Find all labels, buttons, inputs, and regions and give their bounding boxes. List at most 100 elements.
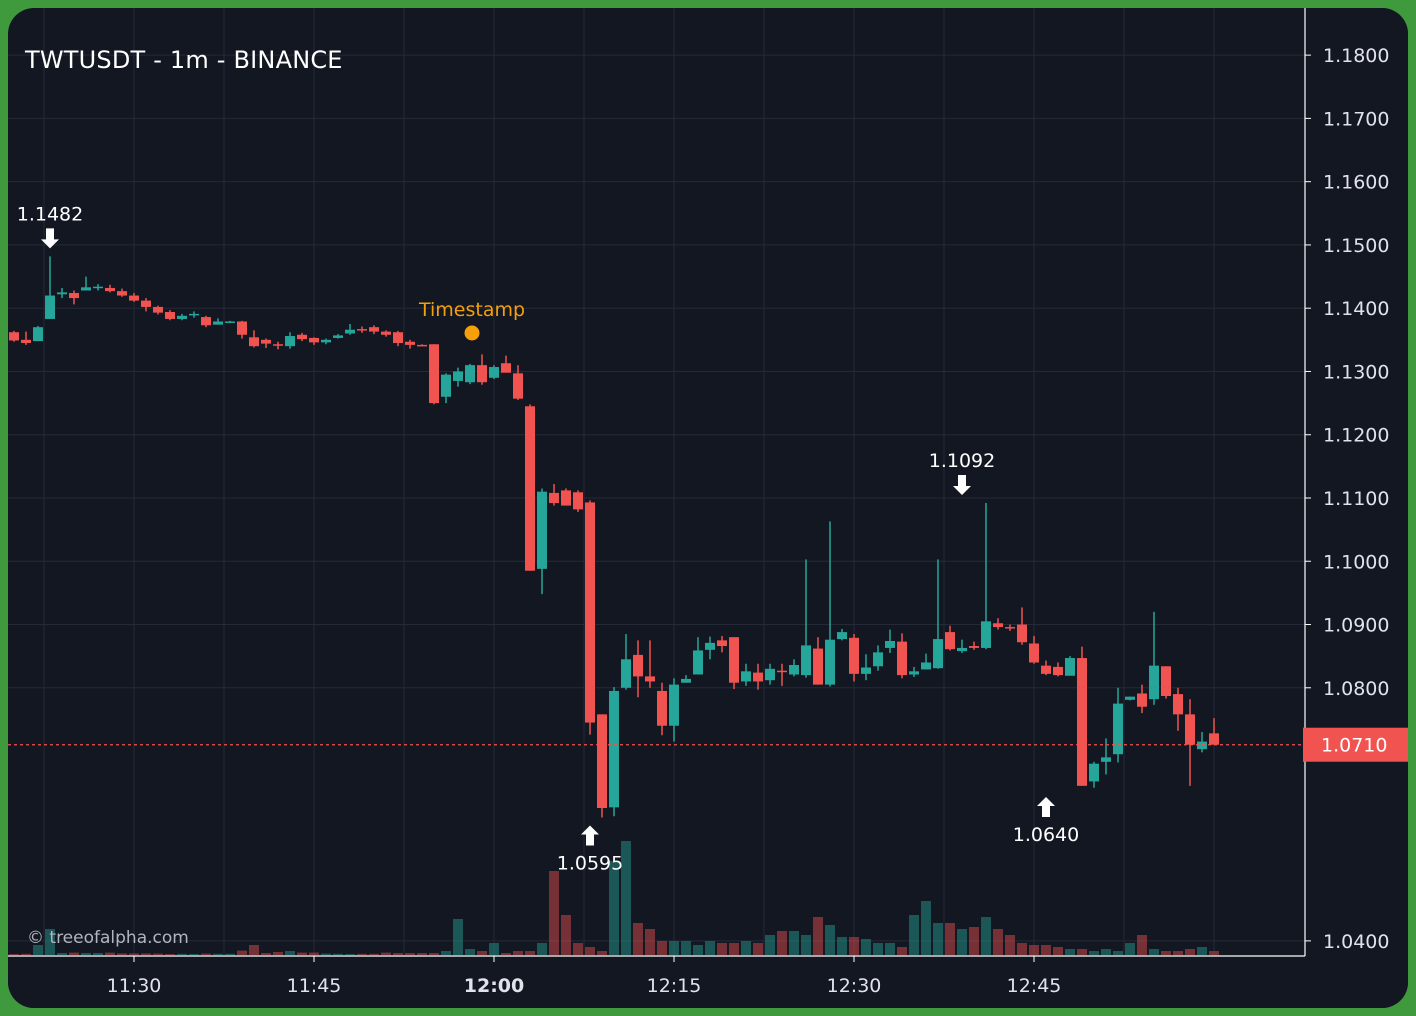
candle[interactable] xyxy=(1113,687,1123,763)
candle[interactable] xyxy=(777,663,787,686)
candle[interactable] xyxy=(753,663,763,690)
candle[interactable] xyxy=(633,640,643,698)
candle[interactable] xyxy=(321,338,331,345)
candle[interactable] xyxy=(81,276,91,291)
candle[interactable] xyxy=(57,287,67,299)
candle[interactable] xyxy=(153,305,163,315)
candle[interactable] xyxy=(765,663,775,685)
candle[interactable] xyxy=(609,687,619,817)
candle[interactable] xyxy=(477,354,487,385)
candle[interactable] xyxy=(201,315,211,328)
candle[interactable] xyxy=(1197,732,1207,753)
candle[interactable] xyxy=(741,663,751,686)
candle[interactable] xyxy=(177,313,187,321)
candle[interactable] xyxy=(993,618,1003,630)
candle[interactable] xyxy=(1077,646,1087,786)
candle[interactable] xyxy=(141,298,151,312)
candle[interactable] xyxy=(129,293,139,302)
candle[interactable] xyxy=(33,325,43,342)
candle[interactable] xyxy=(1185,699,1195,786)
price-axis[interactable]: 1.1800 1.1700 1.1600 1.1500 1.1400 1.1300 1.12… xyxy=(1303,8,1408,1008)
candle[interactable] xyxy=(441,373,451,404)
candle[interactable] xyxy=(813,637,823,685)
time-axis[interactable]: 11:30 11:45 12:00 12:15 12:30 12:45 xyxy=(8,955,1408,1008)
candle[interactable] xyxy=(693,637,703,675)
candle[interactable] xyxy=(957,639,967,653)
candle[interactable] xyxy=(1161,666,1171,699)
candle[interactable] xyxy=(1149,611,1159,705)
candle[interactable] xyxy=(273,341,283,350)
candle[interactable] xyxy=(1125,696,1135,701)
candle[interactable] xyxy=(45,256,55,319)
candle[interactable] xyxy=(1089,761,1099,788)
candle[interactable] xyxy=(489,365,499,380)
candle[interactable] xyxy=(393,330,403,347)
candle[interactable] xyxy=(861,654,871,681)
candle[interactable] xyxy=(1101,738,1111,775)
candle[interactable] xyxy=(537,488,547,595)
candle[interactable] xyxy=(189,311,199,318)
candle[interactable] xyxy=(801,559,811,678)
candle[interactable] xyxy=(1209,718,1219,745)
candle[interactable] xyxy=(225,320,235,323)
candle[interactable] xyxy=(645,640,655,688)
candle[interactable] xyxy=(585,500,595,735)
candle[interactable] xyxy=(513,365,523,400)
candle[interactable] xyxy=(681,675,691,683)
candle[interactable] xyxy=(501,355,511,373)
candle[interactable] xyxy=(345,324,355,335)
candle[interactable] xyxy=(1053,662,1063,677)
candle[interactable] xyxy=(465,363,475,385)
candle[interactable] xyxy=(429,344,439,405)
candle[interactable] xyxy=(405,339,415,349)
candle[interactable] xyxy=(261,338,271,349)
candle[interactable] xyxy=(825,521,835,687)
candle[interactable] xyxy=(285,332,295,349)
candle[interactable] xyxy=(333,334,343,339)
candle[interactable] xyxy=(789,659,799,677)
candle[interactable] xyxy=(249,330,259,348)
candle[interactable] xyxy=(165,310,175,321)
candle[interactable] xyxy=(837,628,847,641)
candle[interactable] xyxy=(1017,607,1027,645)
candle[interactable] xyxy=(21,331,31,345)
candle[interactable] xyxy=(669,678,679,742)
candle[interactable] xyxy=(381,330,391,337)
candle[interactable] xyxy=(849,634,859,682)
candle[interactable] xyxy=(525,404,535,571)
candle[interactable] xyxy=(969,641,979,650)
candle[interactable] xyxy=(237,320,247,339)
candle[interactable] xyxy=(93,284,103,291)
candle[interactable] xyxy=(369,325,379,335)
candle[interactable] xyxy=(921,653,931,670)
candle[interactable] xyxy=(69,290,79,305)
candle[interactable] xyxy=(297,332,307,342)
candle[interactable] xyxy=(1029,635,1039,664)
candle[interactable] xyxy=(729,637,739,690)
candle[interactable] xyxy=(945,625,955,651)
candle[interactable] xyxy=(933,559,943,669)
candle[interactable] xyxy=(549,484,559,506)
candles[interactable] xyxy=(9,256,1219,818)
candle[interactable] xyxy=(417,344,427,347)
candle[interactable] xyxy=(621,634,631,690)
candle[interactable] xyxy=(1005,624,1015,631)
candle[interactable] xyxy=(717,635,727,653)
candle[interactable] xyxy=(597,714,607,818)
candle[interactable] xyxy=(453,367,463,387)
candle[interactable] xyxy=(909,666,919,678)
candle[interactable] xyxy=(705,636,715,660)
candle[interactable] xyxy=(213,318,223,325)
candle[interactable] xyxy=(885,629,895,653)
candlestick-chart[interactable]: 1.0710 1.1482 1.0595 1.1092 1.0640 Timestam… xyxy=(8,8,1408,1008)
candle[interactable] xyxy=(117,288,127,297)
candle[interactable] xyxy=(657,682,667,736)
candle[interactable] xyxy=(1173,687,1183,731)
candle[interactable] xyxy=(309,337,319,345)
candle[interactable] xyxy=(105,284,115,293)
candle[interactable] xyxy=(573,490,583,512)
candle[interactable] xyxy=(561,488,571,506)
candle[interactable] xyxy=(897,633,907,679)
candle[interactable] xyxy=(873,645,883,671)
candle[interactable] xyxy=(357,326,367,333)
